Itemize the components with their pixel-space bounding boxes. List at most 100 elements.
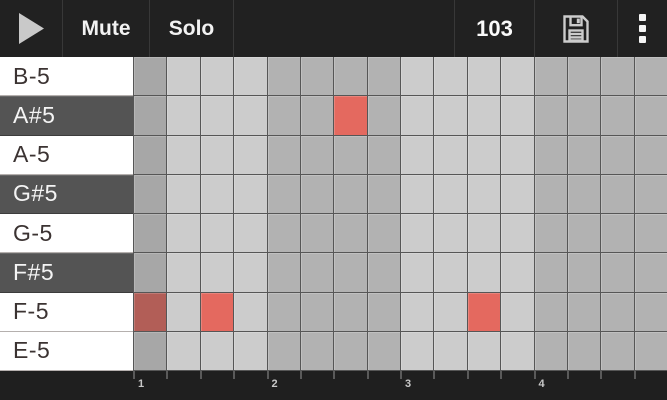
step-cell-F#5-14[interactable] [566,253,601,293]
step-cell-A#5-13[interactable] [533,96,567,136]
step-cell-F-5-2[interactable] [166,292,200,332]
note-label-A#5[interactable]: A#5 [0,96,133,136]
step-cell-G#5-10[interactable] [433,174,467,214]
step-cell-A-5-7[interactable] [333,135,367,175]
bpm-display[interactable]: 103 [454,0,534,57]
step-cell-G#5-14[interactable] [566,174,601,214]
step-cell-F-5-6[interactable] [299,292,334,332]
step-cell-E-5-14[interactable] [566,331,601,371]
play-button[interactable] [0,0,62,57]
step-cell-A#5-3[interactable] [199,96,234,136]
step-cell-B-5-10[interactable] [433,57,467,97]
step-cell-A-5-14[interactable] [566,135,601,175]
step-cell-F-5-16[interactable] [633,292,667,332]
step-cell-G-5-8[interactable] [366,214,400,254]
step-cell-G-5-10[interactable] [433,214,467,254]
step-cell-G-5-6[interactable] [299,214,334,254]
step-cell-A#5-5[interactable] [266,96,300,136]
step-cell-E-5-6[interactable] [299,331,334,371]
step-cell-A-5-11[interactable] [466,135,501,175]
step-cell-G-5-2[interactable] [166,214,200,254]
step-cell-B-5-9[interactable] [400,57,434,97]
step-cell-F#5-3[interactable] [199,253,234,293]
step-cell-F#5-16[interactable] [633,253,667,293]
step-cell-E-5-8[interactable] [366,331,400,371]
step-cell-G#5-16[interactable] [633,174,667,214]
step-cell-E-5-12[interactable] [500,331,534,371]
step-cell-E-5-2[interactable] [166,331,200,371]
step-cell-F#5-8[interactable] [366,253,400,293]
step-cell-A-5-8[interactable] [366,135,400,175]
step-cell-F-5-12[interactable] [500,292,534,332]
step-cell-A#5-12[interactable] [500,96,534,136]
step-cell-G#5-9[interactable] [400,174,434,214]
step-cell-G#5-12[interactable] [500,174,534,214]
step-cell-E-5-16[interactable] [633,331,667,371]
step-cell-F-5-4[interactable] [233,292,267,332]
step-cell-A#5-8[interactable] [366,96,400,136]
step-cell-A-5-4[interactable] [233,135,267,175]
overflow-menu-button[interactable] [617,0,667,57]
note-label-E-5[interactable]: E-5 [0,331,133,371]
step-cell-G-5-1[interactable] [133,214,167,254]
step-cell-A#5-15[interactable] [600,96,634,136]
step-cell-A-5-16[interactable] [633,135,667,175]
step-cell-A#5-6[interactable] [299,96,334,136]
step-cell-A#5-16[interactable] [633,96,667,136]
step-cell-E-5-5[interactable] [266,331,300,371]
save-button[interactable] [534,0,617,57]
step-cell-A#5-11[interactable] [466,96,501,136]
note-label-F-5[interactable]: F-5 [0,292,133,332]
step-cell-B-5-3[interactable] [199,57,234,97]
step-cell-F#5-2[interactable] [166,253,200,293]
step-cell-G-5-9[interactable] [400,214,434,254]
step-cell-F#5-13[interactable] [533,253,567,293]
step-cell-G#5-4[interactable] [233,174,267,214]
step-cell-E-5-15[interactable] [600,331,634,371]
note-label-F#5[interactable]: F#5 [0,253,133,293]
step-cell-G#5-3[interactable] [199,174,234,214]
step-cell-G#5-1[interactable] [133,174,167,214]
step-cell-F-5-10[interactable] [433,292,467,332]
step-cell-G#5-13[interactable] [533,174,567,214]
note-label-B-5[interactable]: B-5 [0,57,133,97]
step-cell-F#5-11[interactable] [466,253,501,293]
step-cell-B-5-8[interactable] [366,57,400,97]
step-cell-A-5-13[interactable] [533,135,567,175]
step-cell-E-5-7[interactable] [333,331,367,371]
step-cell-G-5-4[interactable] [233,214,267,254]
step-cell-G-5-16[interactable] [633,214,667,254]
step-cell-F-5-13[interactable] [533,292,567,332]
step-cell-G-5-12[interactable] [500,214,534,254]
step-cell-B-5-16[interactable] [633,57,667,97]
step-cell-F#5-4[interactable] [233,253,267,293]
step-cell-F#5-9[interactable] [400,253,434,293]
step-cell-G-5-13[interactable] [533,214,567,254]
step-cell-F#5-10[interactable] [433,253,467,293]
mute-button[interactable]: Mute [62,0,149,57]
note-label-G-5[interactable]: G-5 [0,214,133,254]
step-cell-G-5-7[interactable] [333,214,367,254]
step-cell-F#5-12[interactable] [500,253,534,293]
step-cell-G-5-3[interactable] [199,214,234,254]
step-cell-E-5-3[interactable] [199,331,234,371]
step-cell-G#5-5[interactable] [266,174,300,214]
step-cell-E-5-11[interactable] [466,331,501,371]
step-cell-A#5-4[interactable] [233,96,267,136]
step-cell-B-5-6[interactable] [299,57,334,97]
step-cell-G#5-7[interactable] [333,174,367,214]
step-cell-G-5-11[interactable] [466,214,501,254]
step-cell-A-5-12[interactable] [500,135,534,175]
step-cell-F-5-9[interactable] [400,292,434,332]
step-cell-A#5-9[interactable] [400,96,434,136]
note-label-G#5[interactable]: G#5 [0,174,133,214]
step-cell-A#5-7[interactable] [333,96,367,136]
step-cell-A-5-1[interactable] [133,135,167,175]
step-cell-F-5-14[interactable] [566,292,601,332]
step-cell-E-5-13[interactable] [533,331,567,371]
step-cell-F-5-7[interactable] [333,292,367,332]
step-cell-F-5-15[interactable] [600,292,634,332]
step-cell-A-5-15[interactable] [600,135,634,175]
step-cell-F-5-11[interactable] [466,292,501,332]
step-cell-A-5-9[interactable] [400,135,434,175]
